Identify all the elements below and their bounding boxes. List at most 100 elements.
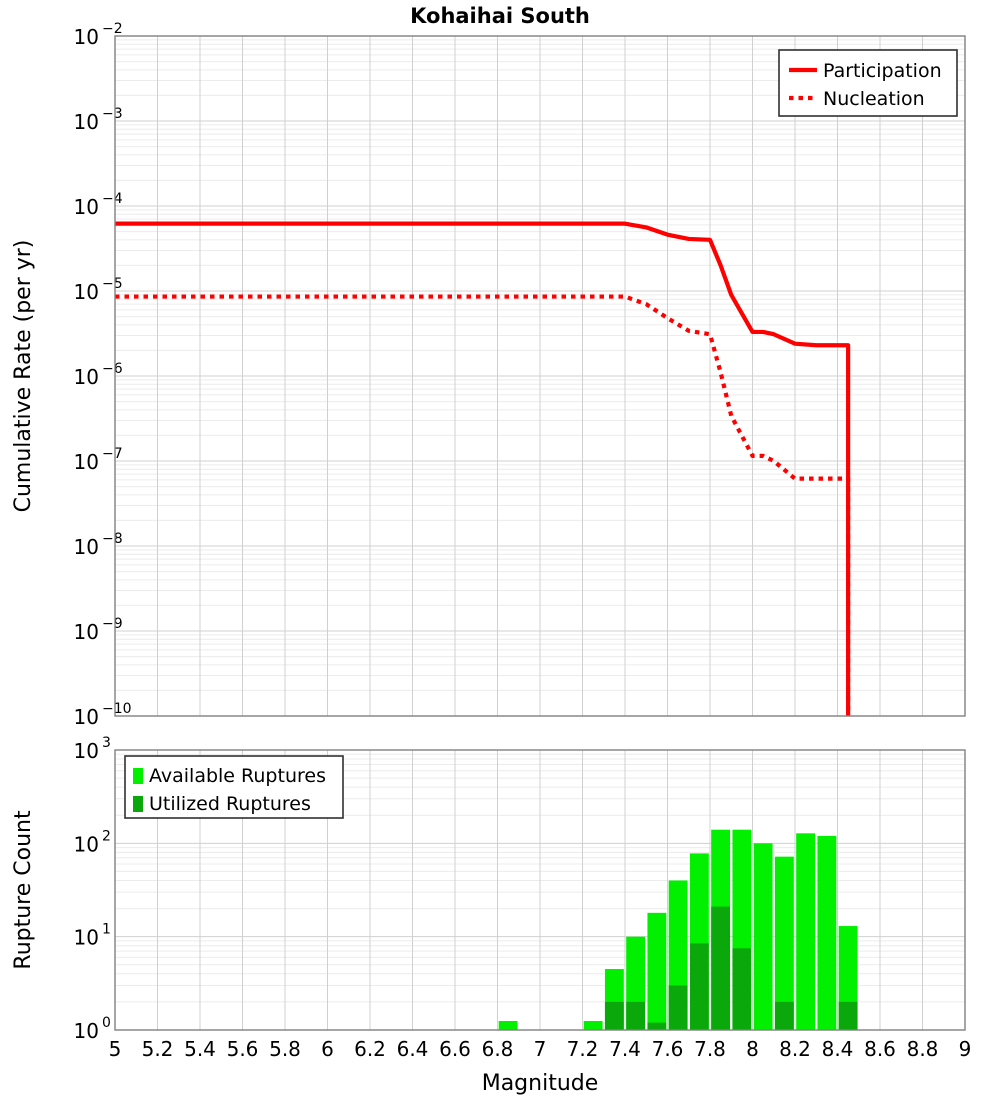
- x-axis-tick-label: 8.8: [907, 1037, 939, 1061]
- svg-text:10: 10: [74, 739, 99, 763]
- bar-utilized: [604, 1001, 624, 1030]
- y-axis-tick-label: 10 1: [74, 922, 111, 950]
- bottom-legend: Available Ruptures Utilized Ruptures: [124, 755, 344, 819]
- bar-available: [796, 833, 816, 1030]
- svg-text:−9: −9: [102, 616, 123, 632]
- svg-text:10: 10: [74, 450, 99, 474]
- x-axis-tick-label: 7: [534, 1037, 547, 1061]
- svg-text:1: 1: [102, 922, 111, 938]
- x-axis-tick-label: 5.2: [142, 1037, 174, 1061]
- x-axis-tick-label: 7.8: [694, 1037, 726, 1061]
- x-axis-tick-label: 8.2: [779, 1037, 811, 1061]
- bottom-y-axis-label: Rupture Count: [11, 810, 36, 970]
- x-axis-tick-label: 7.4: [609, 1037, 641, 1061]
- legend-label-available-ruptures: Available Ruptures: [149, 765, 326, 787]
- bar-utilized: [838, 1001, 858, 1030]
- x-axis-tick-label: 5.4: [184, 1037, 216, 1061]
- top-legend: Participation Nucleation: [778, 49, 958, 117]
- cumulative-rate-plot: 10−210−310−410−510−610−710−810−910 −10Cum…: [11, 21, 966, 729]
- x-axis-tick-label: 6.8: [482, 1037, 514, 1061]
- svg-text:0: 0: [102, 1015, 111, 1031]
- series-line-participation: [115, 221, 851, 716]
- y-axis-tick-label: 10 0: [74, 1015, 111, 1043]
- y-axis-tick-label: 10 −9: [74, 616, 123, 644]
- bar-utilized: [732, 948, 752, 1030]
- top-y-axis-label: Cumulative Rate (per yr): [11, 240, 36, 513]
- plot-frame: [114, 35, 966, 717]
- svg-text:10: 10: [74, 280, 99, 304]
- x-axis-tick-label: 5.6: [227, 1037, 259, 1061]
- svg-text:−2: −2: [102, 21, 123, 37]
- legend-swatch-available-ruptures: [133, 768, 143, 784]
- bar-utilized: [689, 943, 709, 1030]
- x-axis-tick-label: 6: [321, 1037, 334, 1061]
- legend-label-utilized-ruptures: Utilized Ruptures: [149, 793, 311, 815]
- svg-text:−10: −10: [102, 701, 132, 717]
- svg-text:10: 10: [74, 535, 99, 559]
- plot-frame: [114, 749, 966, 1031]
- bottom-legend-box: [124, 755, 344, 819]
- y-axis-tick-label: 10 3: [74, 735, 111, 763]
- x-axis-tick-label: 9: [959, 1037, 972, 1061]
- figure-title: Kohaihai South: [0, 4, 1000, 28]
- svg-text:−3: −3: [102, 106, 123, 122]
- bar-available: [774, 856, 794, 1030]
- x-axis-tick-label: 6.4: [397, 1037, 429, 1061]
- x-axis-tick-label: 7.6: [652, 1037, 684, 1061]
- bar-available: [753, 843, 773, 1030]
- series-line-nucleation: [115, 294, 851, 716]
- svg-text:−7: −7: [102, 446, 123, 462]
- bar-available: [647, 912, 667, 1030]
- x-axis-tick-label: 5: [109, 1037, 122, 1061]
- legend-swatch-utilized-ruptures: [133, 796, 143, 812]
- svg-text:10: 10: [74, 195, 99, 219]
- y-axis-tick-label: 10 −5: [74, 276, 123, 304]
- bar-utilized: [647, 1022, 667, 1030]
- bar-utilized: [626, 1001, 646, 1030]
- svg-text:10: 10: [74, 365, 99, 389]
- bar-utilized: [711, 906, 731, 1030]
- bar-utilized: [774, 1001, 794, 1030]
- legend-label-nucleation: Nucleation: [823, 88, 925, 110]
- top-legend-box: [778, 49, 958, 117]
- svg-text:2: 2: [102, 828, 111, 844]
- svg-text:10: 10: [74, 926, 99, 950]
- svg-text:−5: −5: [102, 276, 123, 292]
- bar-utilized: [668, 985, 688, 1030]
- svg-text:3: 3: [102, 735, 111, 751]
- svg-text:10: 10: [74, 1019, 99, 1043]
- bar-available: [583, 1021, 603, 1030]
- y-axis-tick-label: 10 −7: [74, 446, 123, 474]
- x-axis-tick-label: 7.2: [567, 1037, 599, 1061]
- svg-text:10: 10: [74, 832, 99, 856]
- bar-available: [498, 1021, 518, 1030]
- svg-text:10: 10: [74, 620, 99, 644]
- svg-text:−8: −8: [102, 531, 123, 547]
- y-axis-tick-label: 10 2: [74, 828, 111, 856]
- svg-text:10: 10: [74, 705, 99, 729]
- y-axis-tick-label: 10 −2: [74, 21, 123, 49]
- svg-text:−6: −6: [102, 361, 123, 377]
- svg-text:−4: −4: [102, 191, 123, 207]
- y-axis-tick-label: 10 −3: [74, 106, 123, 134]
- bar-available: [817, 835, 837, 1030]
- y-axis-tick-label: 10 −4: [74, 191, 123, 219]
- figure-title-text: Kohaihai South: [410, 4, 590, 28]
- x-axis-tick-label: 6.2: [354, 1037, 386, 1061]
- x-axis-tick-label: 5.8: [269, 1037, 301, 1061]
- legend-label-participation: Participation: [823, 60, 942, 82]
- x-axis-tick-label: 8: [746, 1037, 759, 1061]
- y-axis-tick-label: 10 −10: [74, 701, 132, 729]
- y-axis-tick-label: 10 −6: [74, 361, 123, 389]
- svg-text:10: 10: [74, 25, 99, 49]
- x-axis-tick-label: 6.6: [439, 1037, 471, 1061]
- histogram-bars: [498, 829, 858, 1030]
- y-axis-tick-label: 10 −8: [74, 531, 123, 559]
- svg-text:10: 10: [74, 110, 99, 134]
- x-axis-label: Magnitude: [482, 1071, 599, 1096]
- x-axis-tick-label: 8.4: [822, 1037, 854, 1061]
- x-axis-tick-label: 8.6: [864, 1037, 896, 1061]
- x-axis-ticks: 5 5.2 5.4 5.6 5.8 6 6.2 6.4 6.6 6.8 7 7.2 7.4 7.6 7.8 8…: [109, 1037, 972, 1061]
